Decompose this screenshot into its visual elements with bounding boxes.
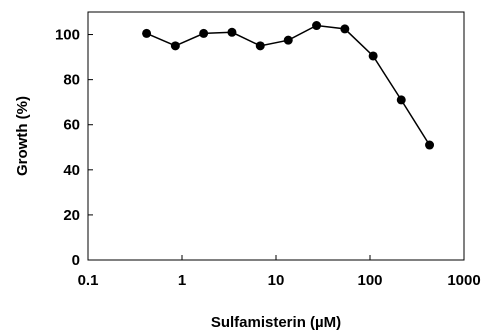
x-axis-ticks: 0.1 1 10 100 1000 <box>78 255 481 289</box>
data-point <box>312 21 322 31</box>
y-tick-label: 60 <box>63 117 80 134</box>
y-tick-label: 80 <box>63 72 80 89</box>
data-point <box>283 35 293 45</box>
x-tick-label: 10 <box>268 272 285 289</box>
data-point <box>396 95 406 105</box>
y-tick-label: 100 <box>55 27 80 44</box>
x-tick-label: 1000 <box>447 272 480 289</box>
data-point <box>142 28 152 38</box>
data-point <box>340 24 350 34</box>
data-point <box>368 51 378 61</box>
y-tick-label: 0 <box>72 252 80 269</box>
x-tick-label: 0.1 <box>78 272 99 289</box>
data-point <box>255 41 265 51</box>
plot-frame <box>87 11 465 261</box>
y-tick-label: 20 <box>63 207 80 224</box>
x-tick-label: 1 <box>178 272 186 289</box>
data-point <box>170 41 180 51</box>
data-point <box>227 27 237 37</box>
y-axis-ticks: 0 20 40 60 80 100 <box>55 27 93 269</box>
series-layer <box>142 21 435 150</box>
x-tick-label: 100 <box>357 272 382 289</box>
data-point <box>199 28 209 38</box>
y-tick-label: 40 <box>63 162 80 179</box>
data-point <box>425 140 435 150</box>
y-axis-label: Growth (%) <box>14 96 31 176</box>
x-axis-label: Sulfamisterin (µM) <box>211 314 341 331</box>
